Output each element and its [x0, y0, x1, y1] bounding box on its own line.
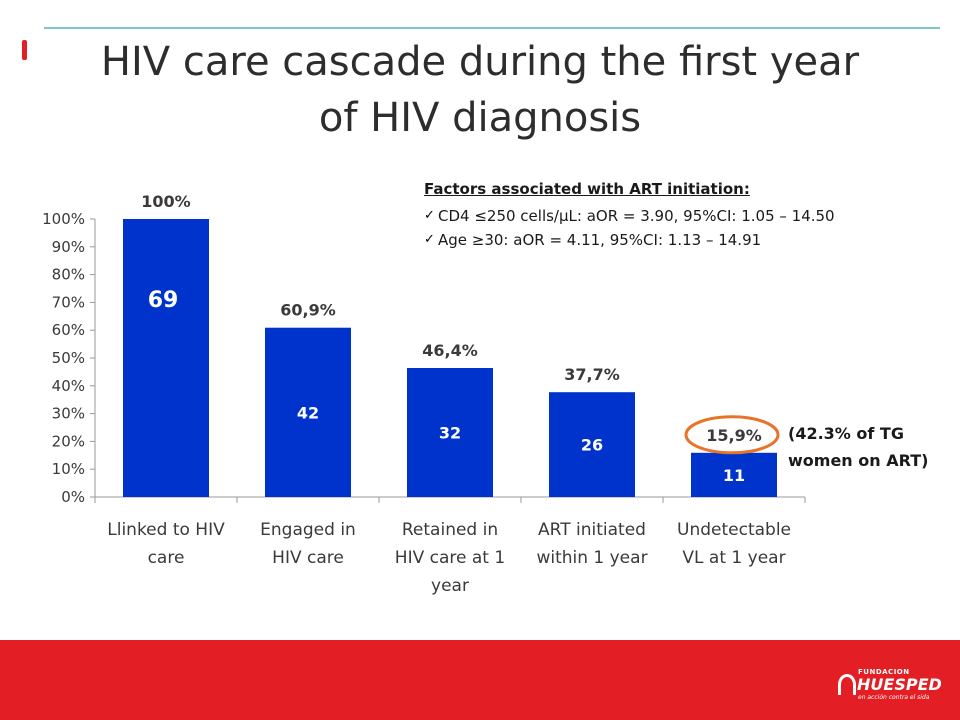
- bar: [123, 219, 209, 497]
- title-line-2: of HIV diagnosis: [318, 95, 642, 141]
- y-tick-label: 70%: [52, 293, 85, 311]
- bar-percent-label: 100%: [141, 192, 190, 211]
- bar-percent-label: 60,9%: [280, 301, 336, 320]
- factors-box: Factors associated with ART initiation: …: [424, 180, 835, 252]
- bar-percent-label: 37,7%: [564, 365, 620, 384]
- bar-chart: 0% 10% 20% 30% 40% 50% 60% 70% 80% 90% 100% 100% 69 L…: [42, 192, 806, 596]
- bar: [407, 368, 493, 497]
- logo-tagline: en acción contra el sida: [858, 694, 930, 701]
- x-category-label: Undetectable: [677, 520, 791, 540]
- y-tick-label: 100%: [42, 210, 85, 228]
- factor-item: ✓ Age ≥30: aOR = 4.11, 95%CI: 1.13 – 14.…: [424, 228, 835, 252]
- x-category-label: HIV care at 1: [395, 548, 505, 568]
- x-category-label: year: [431, 576, 469, 596]
- highlight-circle: [684, 415, 780, 455]
- y-tick-label: 50%: [52, 349, 85, 367]
- bar: [691, 452, 777, 497]
- bar-count-label: 69: [148, 288, 179, 313]
- x-category-label: Engaged in: [260, 520, 356, 540]
- tg-women-note-line-2: women on ART): [788, 451, 929, 470]
- footer-band: [0, 640, 960, 720]
- checkmark-icon: ✓: [424, 232, 435, 247]
- logo-small-text: FUNDACION: [858, 668, 910, 676]
- tg-women-note: (42.3% of TG women on ART): [788, 420, 958, 474]
- factor-text: Age ≥30: aOR = 4.11, 95%CI: 1.13 – 14.91: [438, 231, 762, 249]
- x-category-label: within 1 year: [536, 548, 647, 568]
- checkmark-icon: ✓: [424, 208, 435, 223]
- y-tick-label: 40%: [52, 377, 85, 395]
- x-category-label: Retained in: [402, 520, 498, 540]
- y-tick-label: 80%: [52, 266, 85, 284]
- bar: [549, 392, 635, 497]
- factor-item: ✓ CD4 ≤250 cells/µL: aOR = 3.90, 95%CI: …: [424, 204, 835, 228]
- y-tick-label: 90%: [52, 238, 85, 256]
- y-tick-label: 0%: [61, 488, 85, 506]
- y-tick-label: 60%: [52, 321, 85, 339]
- tg-women-note-line-1: (42.3% of TG: [788, 424, 904, 443]
- bar-count-label: 11: [723, 466, 745, 485]
- y-tick-label: 20%: [52, 432, 85, 450]
- y-tick-label: 10%: [52, 460, 85, 478]
- factors-heading: Factors associated with ART initiation:: [424, 180, 750, 198]
- red-ribbon-icon: [838, 674, 856, 695]
- bar-count-label: 42: [297, 403, 319, 422]
- bar-count-label: 32: [439, 424, 461, 443]
- x-category-label: care: [148, 548, 185, 568]
- title-line-1: HIV care cascade during the first year: [100, 39, 860, 85]
- logo-big-text: HUESPED: [857, 675, 942, 694]
- x-category-label: HIV care: [272, 548, 344, 568]
- red-accent-mark: [22, 40, 27, 60]
- bar: [265, 327, 351, 497]
- bar-percent-label: 15,9%: [706, 426, 762, 445]
- bar-percent-label: 46,4%: [422, 341, 478, 360]
- x-category-label: ART initiated: [538, 520, 646, 540]
- bar-count-label: 26: [581, 436, 603, 455]
- x-category-label: Llinked to HIV: [107, 520, 225, 540]
- top-divider-line: [44, 27, 940, 29]
- x-category-label: VL at 1 year: [682, 548, 785, 568]
- slide-title: HIV care cascade during the first year o…: [40, 34, 920, 146]
- y-tick-label: 30%: [52, 405, 85, 423]
- factor-text: CD4 ≤250 cells/µL: aOR = 3.90, 95%CI: 1.…: [438, 207, 835, 225]
